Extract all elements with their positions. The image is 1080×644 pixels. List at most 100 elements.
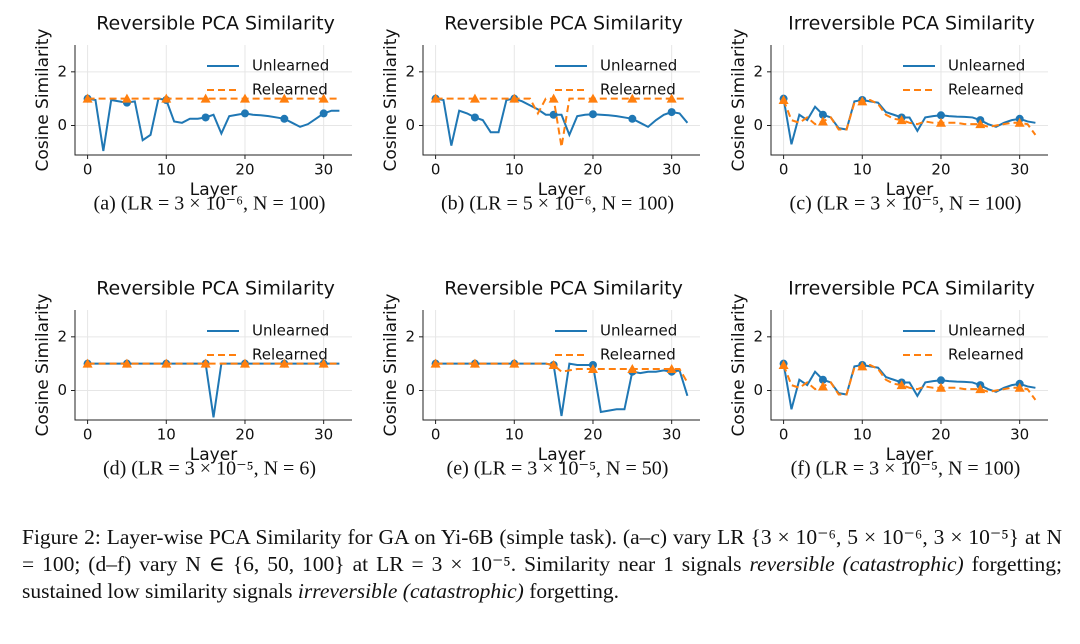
marker [470, 113, 479, 122]
marker [857, 96, 868, 106]
legend-label: Relearned [948, 346, 1024, 364]
caption-text: irreversible (catastrophic) [297, 579, 524, 603]
marker [1014, 382, 1025, 392]
x-tick-label: 10 [853, 426, 872, 444]
series-line [435, 362, 689, 417]
marker [896, 115, 907, 125]
chart-title: Irreversible PCA Similarity [788, 13, 1035, 35]
y-tick-label: 2 [57, 327, 67, 345]
axes-frame [770, 310, 1048, 421]
series-line [435, 362, 689, 383]
marker [975, 119, 986, 129]
series-line [782, 98, 1037, 136]
x-tick-label: 20 [931, 161, 950, 179]
marker [1014, 117, 1025, 127]
marker [936, 111, 945, 120]
marker [975, 384, 986, 394]
marker [778, 360, 789, 369]
x-tick-label: 30 [1010, 161, 1029, 179]
y-tick-label: 2 [753, 327, 763, 345]
marker [587, 93, 598, 103]
x-tick-label: 0 [83, 426, 93, 444]
x-tick-label: 30 [662, 161, 681, 179]
chart-title: Reversible PCA Similarity [96, 13, 335, 35]
y-tick-label: 0 [405, 116, 415, 134]
y-tick-label: 0 [57, 381, 67, 399]
series-line [435, 97, 688, 148]
y-tick-label: 2 [405, 327, 415, 345]
x-axis-label: Layer [886, 445, 933, 465]
subcaption: (b) (LR = 5 × 10⁻⁶, N = 100) [441, 193, 674, 215]
x-tick-label: 0 [431, 426, 441, 444]
marker [82, 93, 93, 103]
marker [627, 93, 638, 103]
marker [935, 117, 946, 127]
marker [200, 358, 211, 368]
x-axis-label: Layer [886, 180, 933, 200]
legend-label: Relearned [252, 81, 328, 99]
y-axis-label: Cosine Similarity [381, 294, 401, 437]
marker [200, 93, 211, 103]
marker [817, 381, 828, 391]
y-axis-label: Cosine Similarity [729, 294, 749, 437]
subcaption: (a) (LR = 3 × 10⁻⁶, N = 100) [94, 193, 326, 215]
marker [666, 364, 677, 374]
marker [121, 93, 132, 103]
x-tick-label: 30 [1010, 426, 1029, 444]
y-tick-label: 2 [405, 62, 415, 80]
x-tick-label: 20 [583, 426, 602, 444]
marker [318, 93, 329, 103]
marker [279, 358, 290, 368]
chart-title: Reversible PCA Similarity [444, 13, 683, 35]
caption-text: forgetting. [523, 579, 619, 603]
marker [627, 364, 638, 374]
chart-title: Reversible PCA Similarity [444, 278, 683, 300]
axes-frame [422, 310, 700, 421]
marker [121, 358, 132, 368]
legend-label: Unlearned [600, 322, 677, 340]
marker [201, 113, 210, 122]
legend-label: Relearned [600, 81, 676, 99]
caption-text: Figure 2: Layer-wise PCA Similarity for … [22, 525, 1062, 576]
marker [666, 93, 677, 103]
marker [430, 358, 441, 368]
axes-frame [770, 45, 1048, 156]
axes-frame [422, 45, 700, 156]
marker [548, 360, 559, 369]
legend-label: Relearned [948, 81, 1024, 99]
x-tick-label: 30 [662, 426, 681, 444]
x-tick-label: 20 [583, 161, 602, 179]
y-axis-label: Cosine Similarity [729, 29, 749, 172]
y-tick-label: 2 [753, 62, 763, 80]
marker [319, 109, 328, 118]
marker [161, 358, 172, 368]
x-tick-label: 10 [505, 426, 524, 444]
y-tick-label: 0 [57, 116, 67, 134]
x-tick-label: 30 [314, 161, 333, 179]
series-line [435, 97, 689, 146]
subcaption: (c) (LR = 3 × 10⁻⁵, N = 100) [790, 193, 1022, 215]
marker [509, 358, 520, 368]
marker [430, 93, 441, 103]
marker [239, 358, 250, 368]
subplot: Reversible PCA Similarity 0 10 20 30 0 2 Layer C… [33, 13, 352, 215]
x-tick-label: 10 [157, 426, 176, 444]
caption: Figure 2: Layer-wise PCA Similarity for … [22, 524, 1062, 605]
marker [548, 93, 559, 103]
x-tick-label: 30 [314, 426, 333, 444]
marker [240, 109, 249, 118]
axes-frame [74, 45, 352, 156]
marker [896, 380, 907, 390]
subcaption: (e) (LR = 3 × 10⁻⁵, N = 50) [447, 458, 669, 480]
x-axis-label: Layer [190, 445, 237, 465]
subplot: Irreversible PCA Similarity 0 10 20 30 0 2 Laye… [729, 278, 1048, 480]
marker [818, 110, 827, 119]
x-tick-label: 0 [431, 161, 441, 179]
y-tick-label: 0 [753, 381, 763, 399]
x-tick-label: 0 [779, 426, 789, 444]
series-line [87, 97, 340, 152]
marker [778, 95, 789, 104]
x-tick-label: 10 [853, 161, 872, 179]
